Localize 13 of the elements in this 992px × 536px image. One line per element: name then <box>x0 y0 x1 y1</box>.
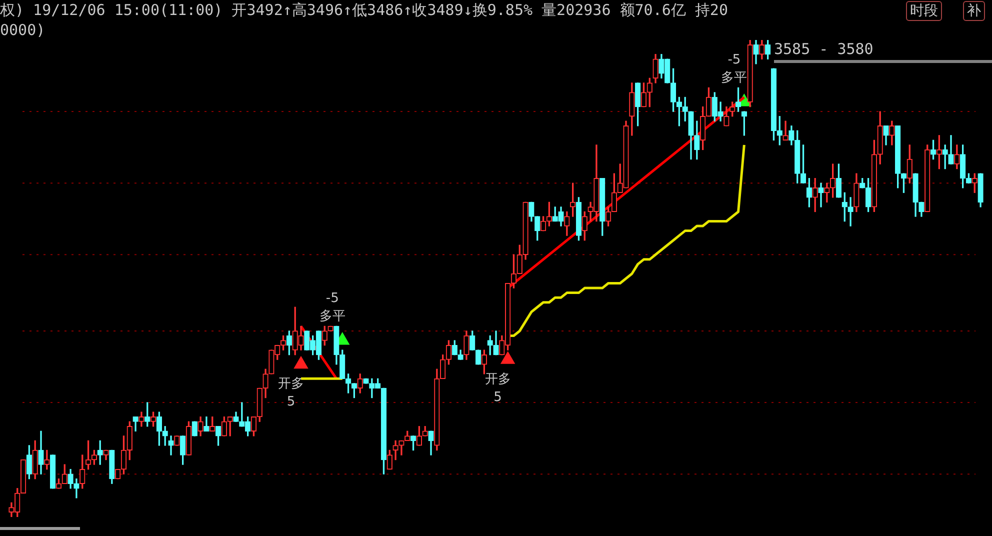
text: 时段 <box>906 1 942 21</box>
series-label: 开多 5 <box>278 376 304 410</box>
text: 开多 5 <box>484 372 511 405</box>
chart-title: 权) 19/12/06 15:00(11:00) 开3492↑高3496↑低3486↑收3489↓换9.85% 量202936 额70.6亿 持20 <box>0 1 728 20</box>
candlestick <box>818 182 824 208</box>
text: -5 多平 <box>721 52 748 86</box>
point <box>294 357 308 369</box>
series-label: -5 多平 <box>319 290 346 324</box>
point <box>501 352 514 364</box>
candlestick <box>848 197 854 226</box>
annotation: 3585 - 3580 <box>774 40 992 63</box>
text: 补 <box>963 1 985 21</box>
chart-subtitle: 0000) <box>0 21 46 39</box>
